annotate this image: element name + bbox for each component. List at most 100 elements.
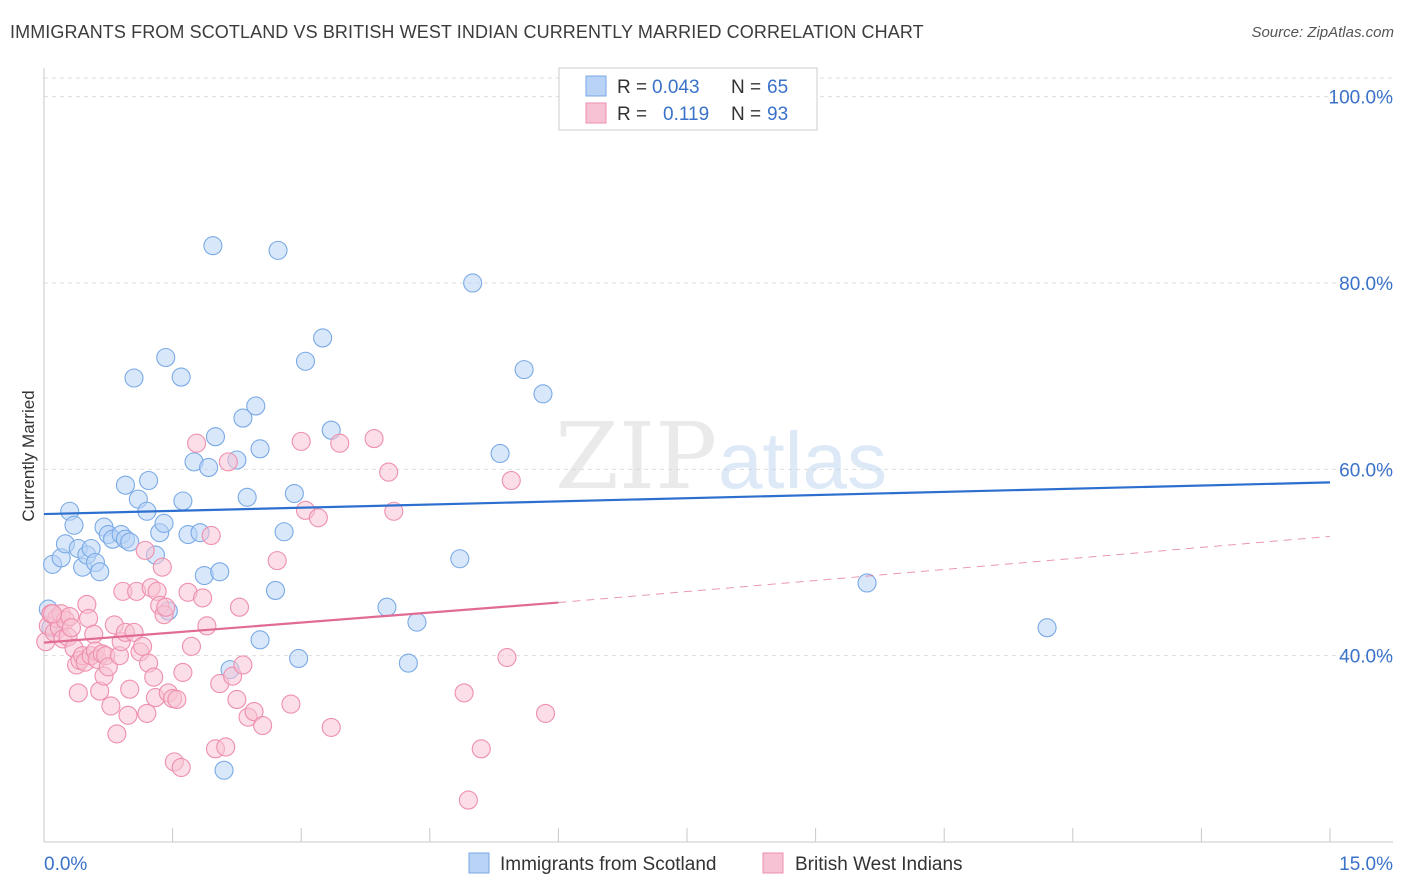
bwi-point bbox=[107, 724, 127, 744]
scotland-point bbox=[857, 573, 877, 593]
stats-n-value-blue: 65 bbox=[767, 77, 788, 98]
chart-title: IMMIGRANTS FROM SCOTLAND VS BRITISH WEST… bbox=[10, 22, 924, 42]
bwi-point bbox=[379, 462, 399, 482]
y-tick-label: 80.0% bbox=[1339, 274, 1393, 295]
y-tick-label: 100.0% bbox=[1329, 88, 1394, 109]
bwi-point bbox=[133, 636, 153, 656]
scotland-point bbox=[199, 457, 219, 478]
x-tick-label: 15.0% bbox=[1339, 854, 1393, 875]
scotland-point bbox=[115, 475, 135, 495]
bwi-point bbox=[330, 433, 350, 453]
scotland-point bbox=[64, 515, 84, 535]
bwi-point bbox=[384, 501, 404, 521]
stats-swatch-pink bbox=[585, 102, 607, 124]
trend-layer bbox=[43, 481, 1331, 644]
scotland-point bbox=[154, 513, 174, 533]
points-layer bbox=[36, 236, 1057, 810]
bwi-point bbox=[61, 618, 81, 638]
stats-r-label-pink: R = bbox=[617, 104, 647, 125]
bwi-trend-extension bbox=[558, 535, 1331, 604]
bwi-point bbox=[84, 624, 104, 644]
bwi-point bbox=[68, 683, 88, 703]
bwi-point bbox=[43, 604, 63, 624]
scotland-point bbox=[398, 653, 418, 673]
chart-source: Source: ZipAtlas.com bbox=[1251, 24, 1394, 41]
scotland-point bbox=[377, 597, 397, 617]
scotland-point bbox=[407, 612, 427, 632]
scotland-point bbox=[203, 236, 223, 256]
stats-swatch-blue bbox=[585, 75, 607, 97]
bwi-point bbox=[216, 737, 236, 757]
scotland-point bbox=[313, 328, 333, 348]
bwi-point bbox=[227, 689, 247, 709]
scotland-point bbox=[268, 240, 288, 260]
bwi-point bbox=[233, 655, 253, 675]
bwi-point bbox=[291, 431, 311, 451]
scotland-point bbox=[250, 630, 270, 650]
stats-r-label-blue: R = bbox=[617, 77, 647, 98]
scotland-point bbox=[171, 367, 191, 387]
bwi-point bbox=[535, 703, 556, 723]
bwi-point bbox=[118, 705, 138, 725]
bwi-point bbox=[253, 715, 273, 736]
legend-swatch-scotland bbox=[468, 852, 490, 874]
scotland-point bbox=[246, 396, 266, 416]
scotland-point bbox=[450, 549, 470, 569]
legend-swatch-bwi bbox=[762, 852, 784, 874]
bwi-point bbox=[201, 525, 221, 546]
stats-legend: R = 0.043 N = 65 R = 0.119 N = 93 bbox=[558, 67, 818, 131]
scotland-point bbox=[265, 580, 286, 600]
bwi-point bbox=[364, 429, 384, 449]
watermark: ZIP atlas bbox=[555, 403, 887, 510]
bwi-point bbox=[173, 662, 193, 682]
bwi-point bbox=[79, 608, 99, 628]
bwi-point bbox=[181, 636, 202, 656]
scotland-point bbox=[233, 408, 253, 428]
bwi-trend-line bbox=[43, 601, 559, 644]
stats-r-value-pink: 0.119 bbox=[663, 104, 709, 125]
bwi-point bbox=[135, 540, 155, 560]
scotland-point bbox=[156, 347, 176, 368]
scotland-point bbox=[250, 439, 270, 459]
bwi-point bbox=[471, 739, 491, 759]
bwi-point bbox=[229, 597, 250, 617]
bwi-point bbox=[152, 557, 172, 577]
bwi-point bbox=[101, 696, 121, 716]
scotland-point bbox=[214, 760, 234, 780]
scotland-point bbox=[173, 491, 193, 511]
bwi-point bbox=[193, 588, 213, 608]
bwi-point bbox=[501, 470, 521, 491]
bwi-point bbox=[308, 508, 328, 528]
bwi-point bbox=[454, 683, 474, 703]
bwi-point bbox=[244, 702, 264, 722]
scotland-point bbox=[533, 384, 553, 404]
bwi-point bbox=[137, 703, 157, 723]
y-axis-label: Currently Married bbox=[19, 390, 38, 521]
bwi-point bbox=[497, 647, 517, 668]
bwi-point bbox=[156, 597, 176, 617]
scotland-point bbox=[295, 351, 316, 371]
bwi-point bbox=[167, 689, 187, 709]
bwi-point bbox=[197, 616, 217, 636]
bwi-point bbox=[267, 551, 287, 571]
series-legend: Immigrants from Scotland British West In… bbox=[468, 852, 963, 875]
stats-n-label-blue: N = bbox=[731, 77, 761, 98]
grid-layer bbox=[44, 77, 1393, 657]
scotland-point bbox=[463, 273, 483, 293]
scotland-point bbox=[120, 532, 140, 552]
bwi-point bbox=[281, 694, 301, 714]
watermark-atlas: atlas bbox=[718, 416, 887, 505]
axis-layer: 40.0% 60.0% 80.0% 100.0% 0.0% 15.0% bbox=[43, 68, 1394, 875]
bwi-point bbox=[120, 679, 140, 699]
stats-n-value-pink: 93 bbox=[767, 104, 788, 125]
stats-r-value-blue: 0.043 bbox=[652, 77, 700, 98]
scotland-point bbox=[1037, 618, 1057, 638]
scotland-point bbox=[514, 360, 534, 380]
bwi-point bbox=[321, 717, 341, 737]
bwi-point bbox=[218, 452, 238, 472]
y-tick-label: 40.0% bbox=[1339, 647, 1393, 668]
scotland-point bbox=[210, 562, 230, 582]
stats-n-label-pink: N = bbox=[731, 104, 761, 125]
legend-label-bwi: British West Indians bbox=[795, 854, 963, 875]
